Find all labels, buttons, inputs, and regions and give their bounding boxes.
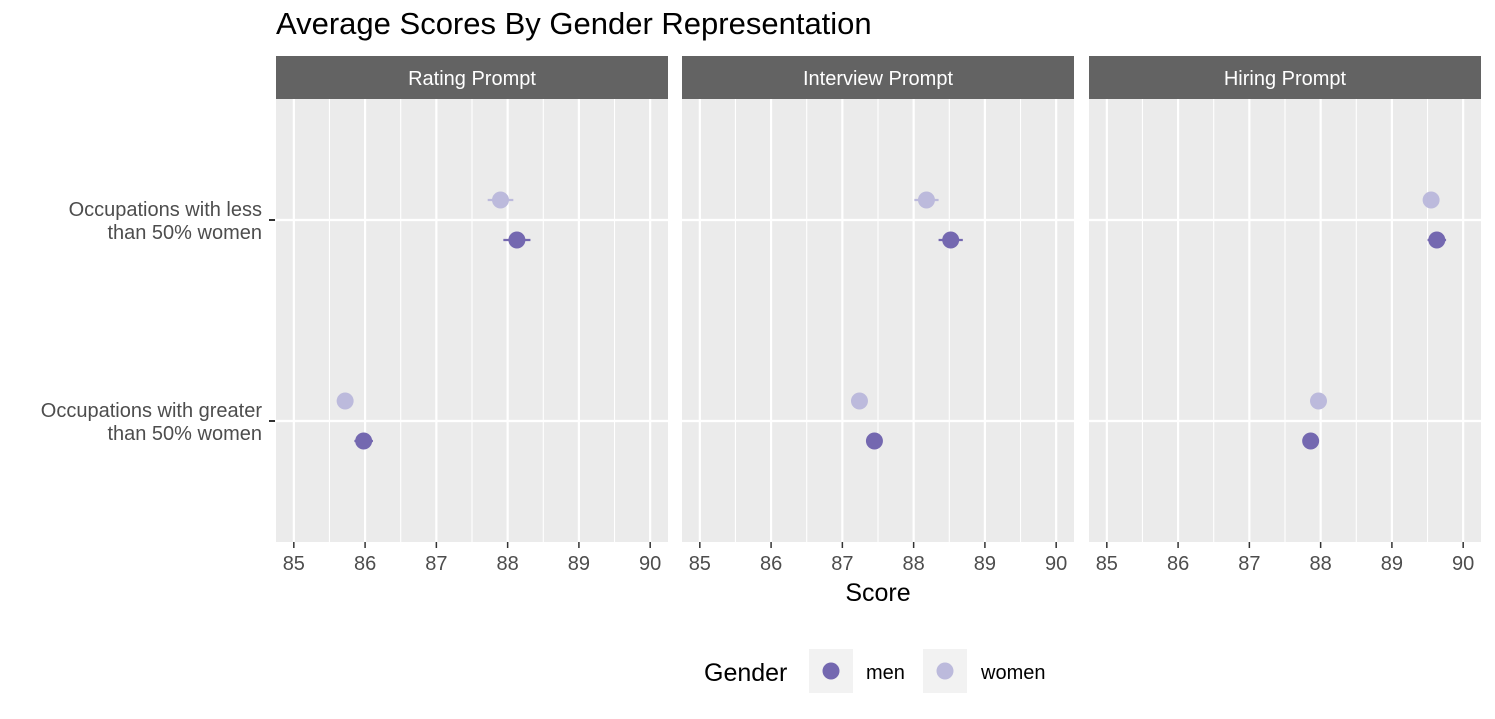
data-point-men — [1428, 231, 1446, 249]
data-point-women — [850, 392, 868, 410]
x-tick-label: 89 — [568, 553, 590, 575]
x-axis-title: Score — [845, 579, 910, 607]
data-point-women — [917, 191, 935, 209]
facet-strip — [276, 56, 668, 99]
chart-title: Average Scores By Gender Representation — [276, 6, 872, 41]
legend-key-women — [936, 662, 954, 680]
x-tick-label: 87 — [831, 553, 853, 575]
facet-label: Hiring Prompt — [1224, 68, 1347, 90]
y-tick-label-line: than 50% women — [107, 423, 262, 445]
facet-panel-2: Hiring Prompt 85 86 87 88 89 90 — [1089, 56, 1481, 575]
x-tick-label: 87 — [425, 553, 447, 575]
y-tick-label: Occupations with less than 50% women — [69, 199, 262, 244]
facet-strip — [1089, 56, 1481, 99]
facet-panel-0: Rating Prompt 85 86 87 88 89 90 — [276, 56, 668, 575]
facet-panel-1: Interview Prompt 85 86 87 88 89 90 — [682, 56, 1074, 575]
x-tick-label: 86 — [760, 553, 782, 575]
facet-label: Rating Prompt — [408, 68, 536, 90]
x-tick-label: 85 — [1096, 553, 1118, 575]
data-point-women — [492, 191, 510, 209]
data-point-men — [1302, 432, 1320, 450]
x-tick-label: 88 — [903, 553, 925, 575]
data-point-women — [336, 392, 354, 410]
data-point-women — [1422, 191, 1440, 209]
facet-label: Interview Prompt — [803, 68, 953, 90]
data-point-men — [355, 432, 373, 450]
y-tick-label: Occupations with greater than 50% women — [41, 400, 263, 445]
legend-label-men: men — [866, 662, 905, 684]
data-point-women — [1309, 392, 1327, 410]
x-tick-label: 90 — [1045, 553, 1067, 575]
x-tick-label: 88 — [497, 553, 519, 575]
x-tick-label: 90 — [639, 553, 661, 575]
y-tick-label-line: than 50% women — [107, 222, 262, 244]
x-tick-label: 85 — [689, 553, 711, 575]
legend-key-men — [822, 662, 840, 680]
legend-label-women: women — [980, 662, 1045, 684]
legend-title: Gender — [704, 659, 787, 687]
x-tick-label: 90 — [1452, 553, 1474, 575]
x-tick-label: 86 — [1167, 553, 1189, 575]
x-tick-label: 87 — [1238, 553, 1260, 575]
data-point-men — [865, 432, 883, 450]
y-tick-label-line: Occupations with less — [69, 199, 262, 221]
facet-strip — [682, 56, 1074, 99]
y-tick-label-line: Occupations with greater — [41, 400, 263, 422]
x-tick-label: 85 — [283, 553, 305, 575]
x-tick-label: 89 — [974, 553, 996, 575]
x-tick-label: 86 — [354, 553, 376, 575]
x-tick-label: 89 — [1381, 553, 1403, 575]
data-point-men — [508, 231, 526, 249]
data-point-men — [942, 231, 960, 249]
x-tick-label: 88 — [1310, 553, 1332, 575]
